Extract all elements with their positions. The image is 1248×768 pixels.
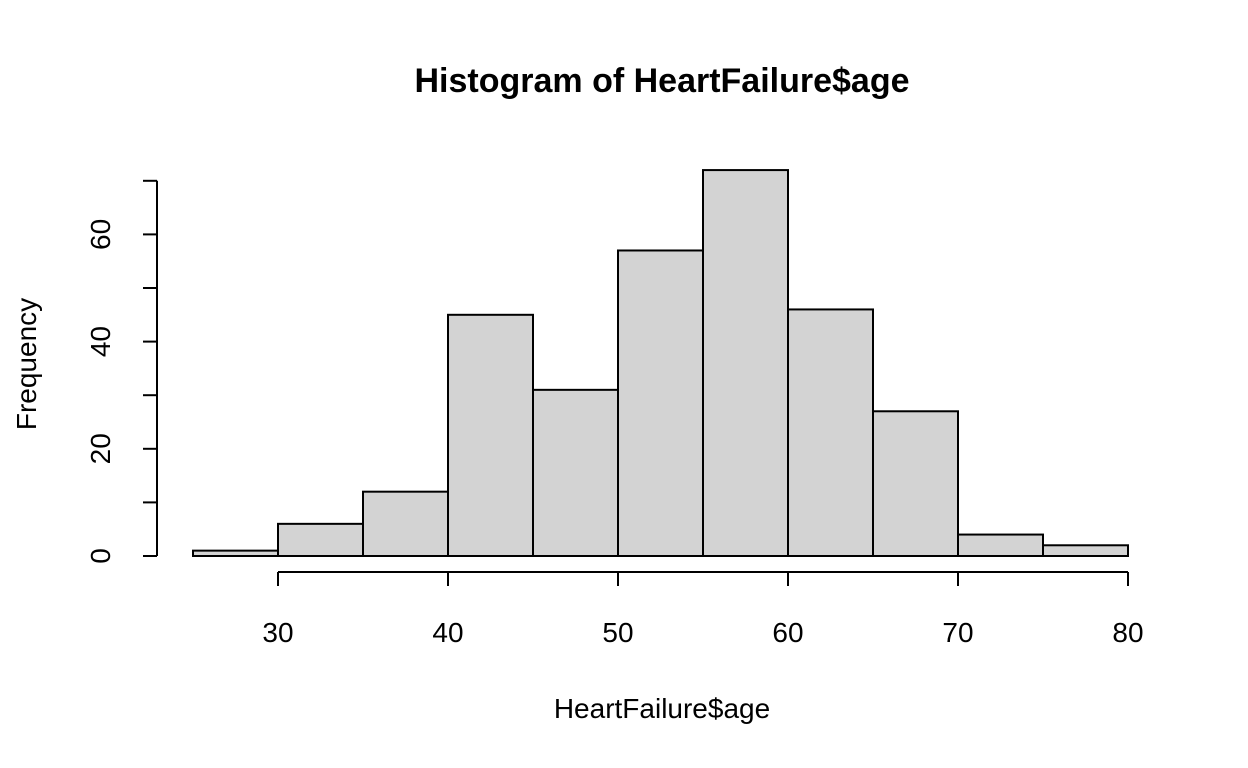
x-tick-label: 30 (262, 617, 293, 648)
x-axis-label: HeartFailure$age (554, 693, 770, 724)
histogram-bar-25-30 (192, 549, 279, 558)
histogram-bar-55-60 (702, 169, 789, 558)
y-axis-label: Frequency (11, 298, 42, 430)
y-tick-label: 20 (85, 433, 116, 464)
x-tick-label: 80 (1112, 617, 1143, 648)
histogram-bar-45-50 (532, 388, 619, 557)
histogram-bar-40-45 (447, 313, 534, 557)
bars-group (192, 169, 1129, 558)
y-tick-label: 0 (85, 548, 116, 564)
histogram-bar-70-75 (957, 533, 1044, 557)
y-tick-label: 60 (85, 219, 116, 250)
y-tick-label: 40 (85, 326, 116, 357)
histogram-bar-60-65 (787, 308, 874, 557)
x-tick-label: 60 (772, 617, 803, 648)
histogram-bar-30-35 (277, 522, 364, 558)
x-axis: 30 40 50 60 70 80 (262, 571, 1144, 648)
histogram-bar-75-80 (1042, 544, 1129, 558)
x-tick-label: 50 (602, 617, 633, 648)
chart-title: Histogram of HeartFailure$age (414, 62, 909, 100)
x-tick-label: 70 (942, 617, 973, 648)
histogram-bar-35-40 (362, 490, 449, 557)
histogram-bar-50-55 (617, 249, 704, 557)
x-tick-label: 40 (432, 617, 463, 648)
histogram-bar-65-70 (872, 410, 959, 557)
y-axis: 0 20 40 60 (85, 179, 158, 564)
